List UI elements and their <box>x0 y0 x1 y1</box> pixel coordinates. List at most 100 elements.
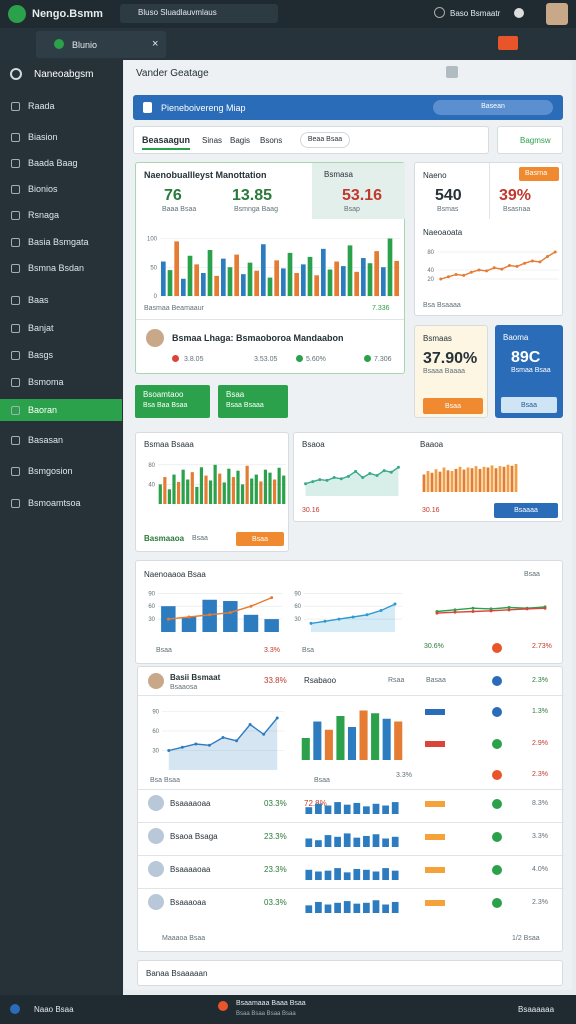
bar <box>194 264 199 296</box>
bottom-left: Naao Bsaa <box>34 1005 74 1014</box>
point <box>270 596 274 600</box>
status-dot <box>492 739 502 749</box>
bar <box>167 489 172 504</box>
bar <box>363 869 370 880</box>
bar <box>254 270 259 296</box>
card-button[interactable]: Bsaa <box>501 397 557 413</box>
filter[interactable]: Bsons <box>260 136 283 145</box>
cell: Bsaaosa <box>170 684 198 691</box>
tab-bar: Blunio × <box>0 28 576 60</box>
icon[interactable] <box>434 7 445 18</box>
bar <box>267 277 273 296</box>
point <box>393 602 397 606</box>
kpi-value: 540 <box>435 187 462 204</box>
filter[interactable]: Sinas <box>202 136 223 145</box>
sidebar-item[interactable]: Bsmna Bsdan <box>0 257 122 279</box>
bar <box>372 900 380 913</box>
icon[interactable] <box>514 8 524 18</box>
avatar[interactable] <box>546 3 568 25</box>
panel-title: Bsmaa Bsaaa <box>144 440 194 449</box>
bar <box>324 835 332 847</box>
sidebar-item[interactable]: Bionios <box>0 178 122 200</box>
search-box[interactable]: Bluso Sluadlauvmlaus <box>120 4 278 23</box>
bar <box>354 271 359 296</box>
bar <box>213 464 217 504</box>
icon <box>218 1001 228 1011</box>
bar <box>245 465 249 504</box>
sidebar-item[interactable]: Bsmoma <box>0 371 122 393</box>
cell: Bsaoa Bsaga <box>170 832 218 841</box>
close[interactable]: × <box>152 38 159 50</box>
bar <box>474 466 478 492</box>
kpi-panel: Naenobuallleyst Manottation Bsmasa 76 Ba… <box>135 162 405 374</box>
point <box>368 471 372 475</box>
bar-chart: 40 80 <box>148 463 286 504</box>
line-chart <box>435 605 547 615</box>
app-name: Nengo.Bsmm <box>32 8 103 20</box>
sidebar-item[interactable]: Basia Bsmgata <box>0 231 122 253</box>
bar <box>353 802 361 814</box>
kpi-label: Bsmas <box>437 206 459 213</box>
chip[interactable]: Beaa Bsaa <box>300 132 350 148</box>
chart-foot-value: 7.336 <box>372 305 390 312</box>
icon <box>11 405 20 415</box>
tab[interactable]: Blunio × <box>36 31 166 58</box>
sidebar-item[interactable]: Basasan <box>0 429 122 451</box>
banner-search[interactable]: Basean <box>433 100 553 115</box>
bar <box>353 903 361 913</box>
bar <box>498 466 502 492</box>
bar <box>190 472 194 504</box>
badge[interactable] <box>498 36 518 50</box>
bar <box>458 466 462 492</box>
point <box>337 617 341 621</box>
sidebar-item[interactable]: Baada Baag <box>0 152 122 174</box>
point <box>207 743 211 747</box>
panel-title: Baaoa <box>420 440 444 449</box>
sidebar-item[interactable]: Banjat <box>0 317 122 339</box>
point <box>507 608 511 612</box>
avatar <box>146 329 164 347</box>
divider <box>138 888 564 889</box>
action-button[interactable]: Bagmsw <box>497 126 563 154</box>
bar <box>347 727 357 760</box>
sidebar-item[interactable]: Baas <box>0 289 122 311</box>
sidebar-item[interactable]: Basgs <box>0 344 122 366</box>
sidebar-item[interactable]: Bsmgosion <box>0 460 122 482</box>
sidebar-item[interactable]: Biasion <box>0 126 122 148</box>
bar-chart <box>305 802 399 814</box>
filter[interactable]: Bagis <box>230 136 251 145</box>
action-tile[interactable]: Bsaa Bsaa Bsaaa <box>218 385 288 418</box>
kpi-label: Baaa Bsaa <box>162 206 197 213</box>
point <box>361 476 365 480</box>
sidebar-item[interactable]: Baoran <box>0 399 122 421</box>
bar <box>324 904 332 913</box>
filter-tab[interactable]: Beasaagun <box>142 135 191 150</box>
bar <box>430 472 434 492</box>
sidebar-item[interactable]: Rsnaga <box>0 204 122 226</box>
bar <box>363 835 370 847</box>
sidebar-item[interactable]: Bsmoamtsoa <box>0 492 122 514</box>
area-chart: 30 60 90 <box>294 591 402 632</box>
icon[interactable] <box>446 66 458 78</box>
cell: 72.8% <box>304 799 327 808</box>
panel-right[interactable]: Bsaa <box>524 571 540 578</box>
bar <box>208 480 213 504</box>
pager[interactable]: 1/2 Bsaa <box>512 935 540 942</box>
panel-button[interactable]: Bsaa <box>236 532 284 546</box>
point <box>194 742 198 746</box>
user-name[interactable]: Baso Bsmaatr <box>450 9 501 18</box>
point <box>332 476 336 480</box>
sidebar-item[interactable]: Raada <box>0 95 122 117</box>
action-tile[interactable]: Bsoamtaoo Bsa Baa Bsaa <box>135 385 210 418</box>
kpi-title: Naenobuallleyst Manottation <box>144 170 267 180</box>
sidebar-title: Naneoabgsm <box>34 69 94 80</box>
point <box>375 474 379 477</box>
stat: 7.306 <box>374 356 392 363</box>
bar <box>336 716 345 760</box>
sidebar-label: Baas <box>28 295 49 305</box>
chart-foot: Basmaa Beamaaur <box>144 305 204 312</box>
panel-button[interactable]: Bsaaaa <box>494 503 558 518</box>
card-button[interactable]: Bsaa <box>423 398 483 414</box>
bar-chart <box>305 868 399 880</box>
y-tick-label: 90 <box>148 591 155 597</box>
